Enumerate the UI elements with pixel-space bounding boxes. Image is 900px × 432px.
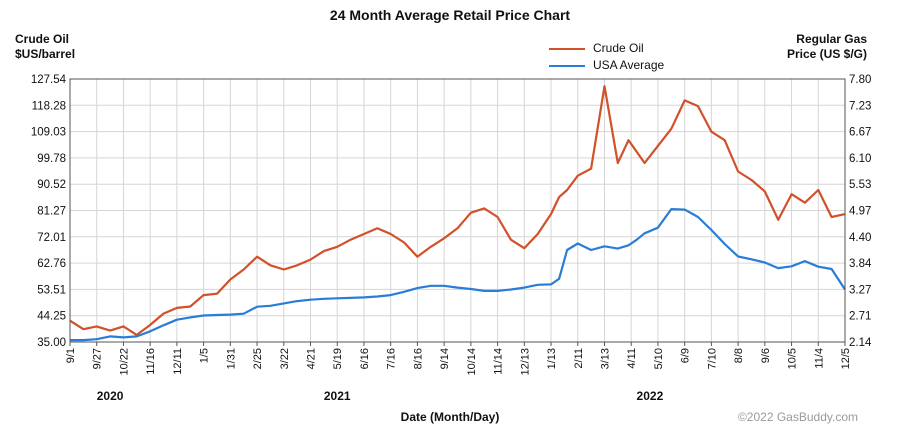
x-tick-label: 4/21 — [306, 348, 318, 369]
left-tick-label: 127.54 — [31, 74, 67, 86]
x-tick-label: 9/1 — [65, 348, 77, 363]
x-tick-label: 10/5 — [787, 348, 799, 369]
left-tick-label: 99.78 — [37, 153, 66, 165]
x-tick-label: 10/14 — [466, 348, 478, 376]
x-tick-label: 6/16 — [359, 348, 371, 369]
right-tick-label: 2.71 — [849, 311, 871, 323]
grid — [69, 78, 846, 343]
series-line-crude-oil — [69, 85, 846, 336]
x-axis-ticks: 9/1 9/27 10/22 11/16 12/11 1/5 1/31 2/25 3/22 4/2… — [65, 342, 852, 376]
right-tick-label: 7.80 — [849, 74, 871, 86]
right-tick-label: 4.40 — [849, 232, 871, 244]
legend: Crude Oil USA Average — [549, 40, 664, 74]
year-label: 2020 — [97, 389, 124, 403]
x-tick-label: 3/13 — [599, 348, 611, 369]
chart-title: 24 Month Average Retail Price Chart — [329, 7, 571, 23]
right-tick-label: 5.53 — [849, 179, 871, 191]
x-tick-label: 9/27 — [92, 348, 104, 369]
legend-label-usa-average: USA Average — [593, 58, 665, 72]
right-tick-label: 3.27 — [849, 284, 871, 296]
left-tick-label: 109.03 — [31, 127, 66, 139]
x-tick-label: 3/22 — [279, 348, 291, 369]
x-tick-label: 12/5 — [840, 348, 852, 369]
right-tick-label: 6.67 — [849, 127, 871, 139]
legend-swatch-usa-average — [549, 64, 585, 67]
left-y-axis-ticks: 35.00 44.25 53.51 62.76 72.01 81.27 90.52 99.78… — [31, 74, 67, 349]
left-tick-label: 72.01 — [37, 232, 66, 244]
x-tick-label: 1/13 — [546, 348, 558, 369]
legend-swatch-crude-oil — [549, 47, 585, 50]
x-tick-label: 12/13 — [519, 348, 531, 376]
right-axis-caption: Regular Gas Price (US $/G) — [786, 32, 867, 61]
x-tick-label: 5/10 — [653, 348, 665, 369]
year-labels: 2020 2021 2022 — [97, 389, 664, 403]
x-tick-label: 11/16 — [145, 348, 157, 375]
legend-item-crude-oil: Crude Oil — [549, 40, 664, 57]
right-tick-label: 2.14 — [849, 337, 872, 349]
x-tick-label: 9/14 — [439, 348, 451, 369]
left-tick-label: 53.51 — [37, 284, 66, 296]
right-y-axis-ticks: 2.14 2.71 3.27 3.84 4.40 4.97 5.53 6.10 6.67 7.23… — [849, 74, 872, 349]
right-tick-label: 3.84 — [849, 258, 872, 270]
legend-label-crude-oil: Crude Oil — [593, 41, 644, 55]
x-tick-label: 6/9 — [680, 348, 692, 363]
x-tick-label: 10/22 — [118, 348, 130, 376]
x-tick-label: 7/10 — [706, 348, 718, 369]
x-axis-label: Date (Month/Day) — [400, 410, 500, 424]
x-tick-label: 7/16 — [386, 348, 398, 369]
x-tick-label: 5/19 — [332, 348, 344, 369]
x-tick-label: 11/4 — [813, 348, 825, 369]
x-tick-label: 11/14 — [493, 348, 505, 375]
left-tick-label: 62.76 — [37, 258, 66, 270]
x-tick-label: 2/25 — [252, 348, 264, 369]
left-tick-label: 35.00 — [37, 337, 66, 349]
x-tick-label: 8/8 — [733, 348, 745, 363]
left-tick-label: 118.28 — [32, 100, 66, 112]
series-lines — [69, 85, 846, 342]
x-tick-label: 2/11 — [573, 348, 585, 369]
right-tick-label: 6.10 — [849, 153, 871, 165]
left-tick-label: 44.25 — [37, 311, 66, 323]
plot-frame — [69, 78, 846, 343]
x-tick-label: 1/31 — [225, 348, 237, 369]
x-tick-label: 9/6 — [760, 348, 772, 363]
x-tick-label: 4/11 — [626, 348, 638, 369]
year-label: 2022 — [637, 389, 664, 403]
series-line-usa-average — [70, 208, 846, 342]
right-tick-label: 7.23 — [849, 100, 871, 112]
credit-text: ©2022 GasBuddy.com — [737, 410, 858, 424]
left-axis-caption: Crude Oil $US/barrel — [15, 32, 76, 61]
left-tick-label: 90.52 — [37, 179, 66, 191]
x-tick-label: 1/5 — [199, 348, 211, 363]
left-tick-label: 81.27 — [37, 206, 66, 218]
x-tick-label: 8/16 — [412, 348, 424, 369]
x-tick-label: 12/11 — [172, 348, 184, 375]
legend-item-usa-average: USA Average — [549, 57, 664, 74]
right-tick-label: 4.97 — [849, 206, 871, 218]
year-label: 2021 — [324, 389, 351, 403]
